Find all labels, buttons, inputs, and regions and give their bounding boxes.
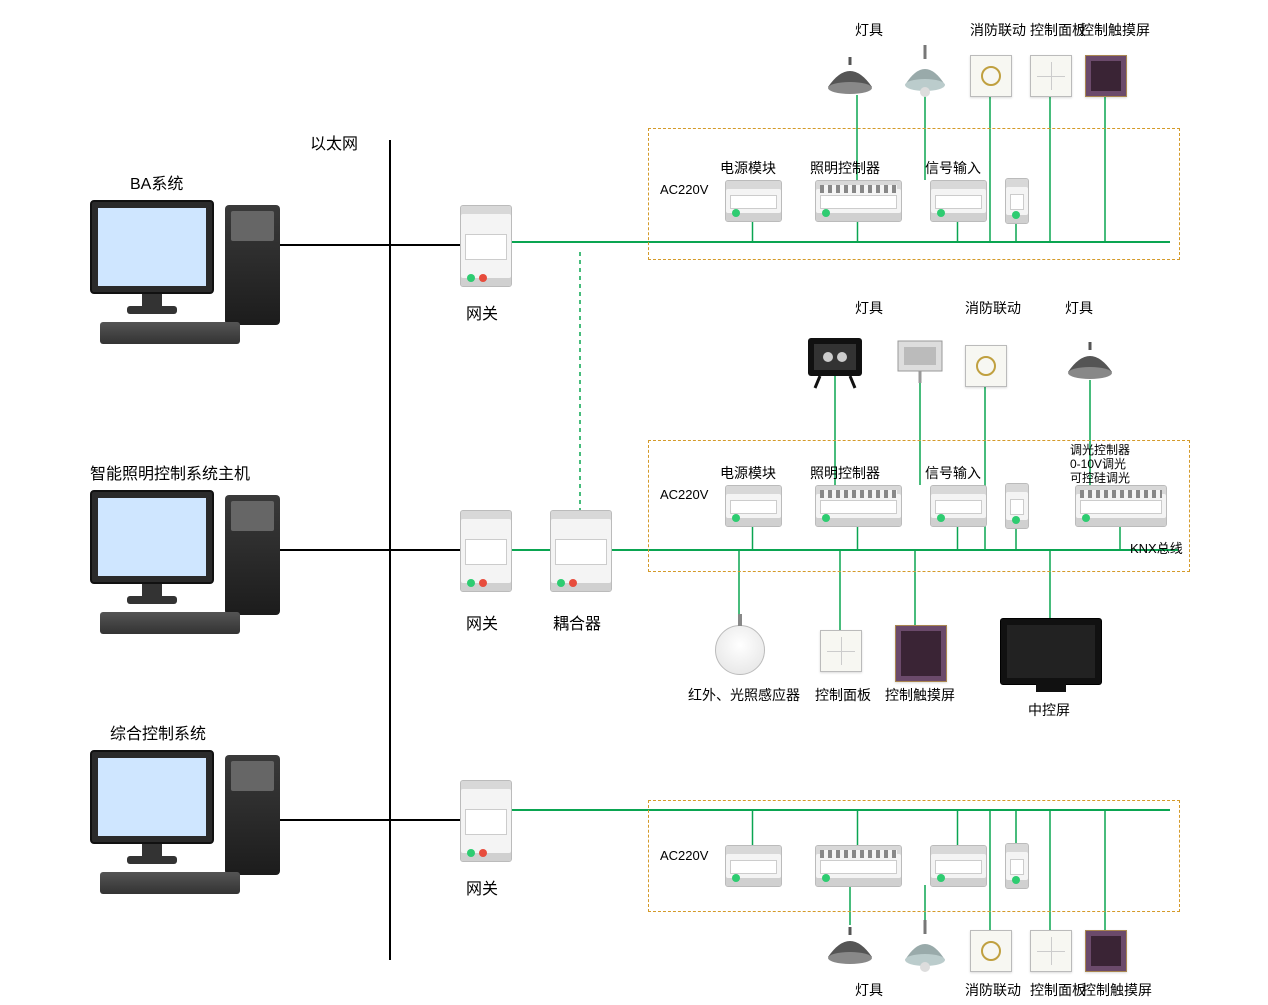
mid-topdev-3-label: 灯具 bbox=[1065, 298, 1093, 318]
top-topdev-0-label: 灯具 bbox=[855, 20, 883, 40]
mid-topdev-0 bbox=[800, 330, 870, 390]
mid-topdev-1 bbox=[890, 335, 950, 385]
mid-botdev-2 bbox=[895, 625, 947, 682]
bot-botdev-0-label: 灯具 bbox=[855, 980, 883, 1000]
mid-topdev-0-label: 灯具 bbox=[855, 298, 883, 318]
mid-botdev-3-label: 中控屏 bbox=[1028, 700, 1070, 720]
pc-tower-icon bbox=[225, 755, 280, 875]
bot-botdev-1 bbox=[895, 920, 955, 975]
top-module-3 bbox=[1005, 178, 1029, 224]
bot-module-0 bbox=[725, 845, 782, 887]
gateway-2 bbox=[460, 780, 512, 862]
top-topdev-2 bbox=[970, 55, 1012, 97]
mid-module-0 bbox=[725, 485, 782, 527]
pc-monitor-icon bbox=[90, 490, 214, 584]
bot-botdev-0 bbox=[820, 925, 880, 970]
mid-topdev-2-label: 消防联动 bbox=[965, 298, 1021, 318]
gateway-label-1: 网关 bbox=[466, 610, 498, 634]
gateway-label-2: 网关 bbox=[466, 875, 498, 899]
mid-module-label-0: 电源模块 bbox=[720, 463, 776, 483]
mid-module-label-1: 照明控制器 bbox=[810, 463, 880, 483]
bot-botdev-2 bbox=[970, 930, 1012, 972]
coupler bbox=[550, 510, 612, 592]
mid-module-3 bbox=[1005, 483, 1029, 529]
mid-botdev-1 bbox=[820, 630, 862, 672]
bot-botdev-4-label: 控制触摸屏 bbox=[1082, 980, 1152, 1000]
mid-botdev-1-label: 控制面板 bbox=[815, 685, 871, 705]
mid-ac-label: AC220V bbox=[660, 487, 708, 502]
bot-module-2 bbox=[930, 845, 987, 887]
bot-botdev-3-label: 控制面板 bbox=[1030, 980, 1086, 1000]
pc-monitor-icon bbox=[90, 750, 214, 844]
pc-keyboard-icon bbox=[100, 612, 240, 634]
coupler-label: 耦合器 bbox=[553, 610, 601, 634]
mid-module-label-4: 调光控制器 0-10V调光 可控硅调光 bbox=[1070, 443, 1130, 485]
top-topdev-3 bbox=[1030, 55, 1072, 97]
host-label-0: BA系统 bbox=[130, 170, 183, 194]
bot-ac-label: AC220V bbox=[660, 848, 708, 863]
mid-module-2 bbox=[930, 485, 987, 527]
mid-topdev-3 bbox=[1060, 340, 1120, 385]
pc-keyboard-icon bbox=[100, 322, 240, 344]
pc-tower-icon bbox=[225, 205, 280, 325]
mid-botdev-3 bbox=[1000, 618, 1102, 685]
bot-botdev-3 bbox=[1030, 930, 1072, 972]
top-module-0 bbox=[725, 180, 782, 222]
host-pc-2 bbox=[90, 750, 280, 900]
mid-bus-label: KNX总线 bbox=[1130, 538, 1183, 557]
mid-module-1 bbox=[815, 485, 902, 527]
host-pc-1 bbox=[90, 490, 280, 640]
top-module-label-2: 信号输入 bbox=[925, 158, 981, 178]
top-module-label-1: 照明控制器 bbox=[810, 158, 880, 178]
bot-module-1 bbox=[815, 845, 902, 887]
top-topdev-1 bbox=[895, 45, 955, 100]
bot-botdev-2-label: 消防联动 bbox=[965, 980, 1021, 1000]
top-module-1 bbox=[815, 180, 902, 222]
pc-monitor-icon bbox=[90, 200, 214, 294]
top-topdev-2-label: 消防联动 bbox=[970, 20, 1026, 40]
gateway-0 bbox=[460, 205, 512, 287]
top-module-2 bbox=[930, 180, 987, 222]
top-ac-label: AC220V bbox=[660, 182, 708, 197]
pc-tower-icon bbox=[225, 495, 280, 615]
top-topdev-3-label: 控制面板 bbox=[1030, 20, 1086, 40]
mid-topdev-2 bbox=[965, 345, 1007, 387]
bot-module-3 bbox=[1005, 843, 1029, 889]
mid-botdev-0-label: 红外、光照感应器 bbox=[688, 685, 800, 705]
mid-botdev-0 bbox=[715, 625, 765, 675]
host-label-1: 智能照明控制系统主机 bbox=[90, 460, 250, 484]
ethernet-label: 以太网 bbox=[310, 130, 358, 154]
host-label-2: 综合控制系统 bbox=[110, 720, 206, 744]
gateway-1 bbox=[460, 510, 512, 592]
gateway-label-0: 网关 bbox=[466, 300, 498, 324]
host-pc-0 bbox=[90, 200, 280, 350]
bot-botdev-4 bbox=[1085, 930, 1127, 972]
top-topdev-4-label: 控制触摸屏 bbox=[1080, 20, 1150, 40]
mid-module-4 bbox=[1075, 485, 1167, 527]
top-topdev-4 bbox=[1085, 55, 1127, 97]
top-topdev-0 bbox=[820, 55, 880, 100]
pc-keyboard-icon bbox=[100, 872, 240, 894]
mid-module-label-2: 信号输入 bbox=[925, 463, 981, 483]
top-module-label-0: 电源模块 bbox=[720, 158, 776, 178]
mid-botdev-2-label: 控制触摸屏 bbox=[885, 685, 955, 705]
